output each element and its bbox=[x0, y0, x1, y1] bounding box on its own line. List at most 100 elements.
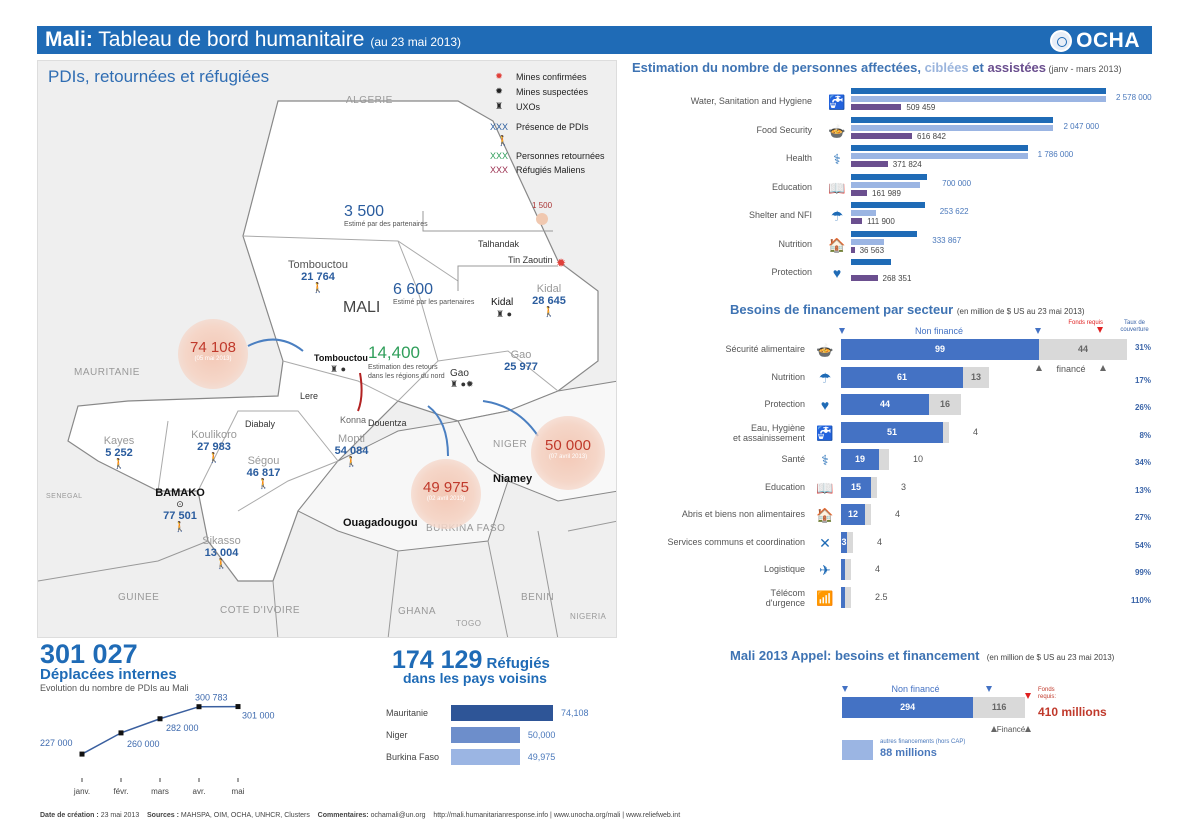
idp-point bbox=[157, 716, 163, 722]
bubble-date: (02 avril 2013) bbox=[426, 496, 466, 502]
affected-chart-row: Food Security 🍲 616 842 2 047 000 bbox=[632, 116, 1172, 147]
shelter-icon: 🏠 bbox=[816, 507, 834, 523]
bar-assistées bbox=[851, 189, 868, 196]
coverage-value: 17% bbox=[1134, 375, 1151, 385]
city-label: Niamey bbox=[493, 473, 533, 485]
mali-shape bbox=[67, 100, 599, 582]
category-label: Education bbox=[771, 181, 812, 192]
refugee-value: 49,975 bbox=[527, 752, 556, 762]
region-borders bbox=[157, 235, 559, 512]
refugee-bar bbox=[451, 749, 520, 765]
bar-ciblées bbox=[851, 181, 921, 188]
bar-ciblées bbox=[851, 124, 1054, 131]
triangle-marker-icon bbox=[990, 726, 997, 732]
map-title: PDIs, retournées et réfugiées bbox=[48, 67, 270, 86]
bar-assistées bbox=[851, 132, 912, 139]
legend-item: ♜ UXOs bbox=[490, 101, 605, 112]
city-label: Douentza bbox=[368, 418, 407, 428]
x-tick-label: mai bbox=[232, 787, 245, 796]
annotation-6600: 6 600 Estimé par les partenaires bbox=[393, 281, 474, 306]
legend-unfunded: Non financé bbox=[839, 326, 1041, 336]
category-label: Nutrition bbox=[778, 238, 812, 249]
category-label: Logistique bbox=[764, 564, 805, 574]
funding-chart-row: Santé ⚕ 19 10 34% bbox=[640, 449, 1160, 471]
water-tap-icon: 🚰 bbox=[816, 424, 834, 441]
category-label-line: Eau, Hygiène bbox=[750, 422, 805, 433]
category-label-line: Logistique bbox=[763, 564, 805, 574]
bar-ciblées bbox=[851, 96, 1106, 102]
targeted-value-label: 253 622 bbox=[939, 207, 969, 216]
legend-required: Fonds requis bbox=[1063, 320, 1103, 336]
appeal-required-marker bbox=[1025, 686, 1031, 704]
legend-item: XXX Personnes retournées bbox=[490, 151, 605, 161]
assisted-value-label: 371 824 bbox=[892, 160, 922, 169]
other-funding-value: 88 millions bbox=[880, 747, 937, 759]
category-label: Télécom d'urgence bbox=[766, 588, 805, 608]
funded-bar bbox=[865, 504, 871, 525]
legend-label: Présence de PDIs bbox=[516, 122, 589, 132]
region-bamako: BAMAKO ⊙ 77 501 🚶 bbox=[150, 487, 210, 533]
region-value: 28 645 bbox=[532, 295, 566, 307]
x-tick-label: févr. bbox=[113, 787, 128, 796]
category-label: Services communs et coordination bbox=[667, 537, 805, 547]
callout-6600 bbox=[457, 265, 558, 291]
region-name: Sikasso bbox=[202, 535, 241, 547]
region-value: 46 817 bbox=[246, 467, 281, 479]
bar-affectées bbox=[851, 116, 1054, 123]
capital-icon: ⊙ bbox=[176, 499, 184, 509]
title-part: ciblées bbox=[924, 60, 969, 75]
bar-affectées bbox=[851, 230, 918, 237]
unfunded-bar: 51 bbox=[841, 421, 943, 443]
idp-walker-icon: 🚶 bbox=[345, 457, 358, 468]
funding-chart-row: Education 📖 15 3 13% bbox=[640, 476, 1160, 499]
title-country: Mali: bbox=[45, 28, 93, 51]
coverage-value: 13% bbox=[1134, 485, 1151, 495]
affected-chart-title: Estimation du nombre de personnes affect… bbox=[632, 60, 1122, 75]
bar-ciblées bbox=[851, 210, 877, 216]
annotation-1500: 1 500 bbox=[532, 201, 552, 225]
refugee-bar bbox=[451, 727, 520, 743]
funding-chart-row: Protection ♥ 44 16 26% bbox=[640, 394, 1160, 416]
refugee-bubble-niger: 50 000 (07 avril 2013) bbox=[531, 416, 605, 490]
appeal-legend-unfunded: Non financé bbox=[842, 684, 992, 694]
triangle-marker-icon bbox=[1025, 726, 1032, 732]
funded-value-label: 4 bbox=[877, 536, 883, 547]
category-label: Education bbox=[765, 482, 805, 492]
coverage-value: 110% bbox=[1130, 595, 1151, 605]
country-label: SENEGAL bbox=[46, 493, 83, 500]
idp-walker-icon: 🚶 bbox=[173, 522, 187, 533]
bubble-value: 50 000 bbox=[545, 437, 591, 454]
funded-bar bbox=[943, 421, 949, 443]
footer-links[interactable]: http://mali.humanitarianresponse.info | … bbox=[433, 812, 681, 819]
appeal-required-label: Fonds requis: bbox=[1038, 687, 1057, 700]
region-sikasso: Sikasso 13 004 🚶 bbox=[194, 535, 249, 570]
country-label: ALGERIE bbox=[346, 95, 393, 106]
country-label: NIGER bbox=[493, 439, 528, 450]
legend-funded-label: financé bbox=[1056, 364, 1086, 374]
appeal-bar: 294 116 bbox=[842, 697, 1025, 718]
triangle-marker-icon bbox=[986, 686, 992, 692]
funded-value-label: 10 bbox=[913, 454, 924, 464]
unfunded-bar: 44 bbox=[841, 394, 929, 415]
category-label-line: et assainissement bbox=[732, 432, 805, 443]
unfunded-bar: 3 bbox=[841, 531, 847, 553]
coverage-value: 31% bbox=[1134, 343, 1151, 352]
refugee-bubble-mauritania: 74 108 (05 mai 2013) bbox=[178, 319, 248, 389]
triangle-marker-icon bbox=[842, 686, 848, 692]
arrow-to-burkina bbox=[427, 405, 449, 457]
unfunded-bar bbox=[841, 559, 845, 580]
annotation-value: 3 500 bbox=[344, 203, 385, 220]
legend-label: UXOs bbox=[516, 101, 541, 112]
city-label: Diabaly bbox=[245, 419, 276, 429]
bar-ciblées bbox=[851, 153, 1028, 159]
targeted-value-label: 700 000 bbox=[942, 178, 972, 188]
assisted-value-label: 161 989 bbox=[872, 188, 901, 198]
arrow-to-niger bbox=[482, 400, 539, 437]
footer-comments-link[interactable]: ochamali@un.org bbox=[368, 812, 426, 819]
region-value: 25 977 bbox=[504, 361, 538, 373]
region-tombouctou: Tombouctou 21 764 🚶 bbox=[283, 259, 353, 294]
category-label: Health bbox=[785, 153, 812, 163]
category-label: Nutrition bbox=[771, 372, 805, 382]
legend-item: XXX Réfugiés Maliens bbox=[490, 165, 605, 175]
appeal-unfunded-bar: 294 bbox=[842, 697, 974, 718]
